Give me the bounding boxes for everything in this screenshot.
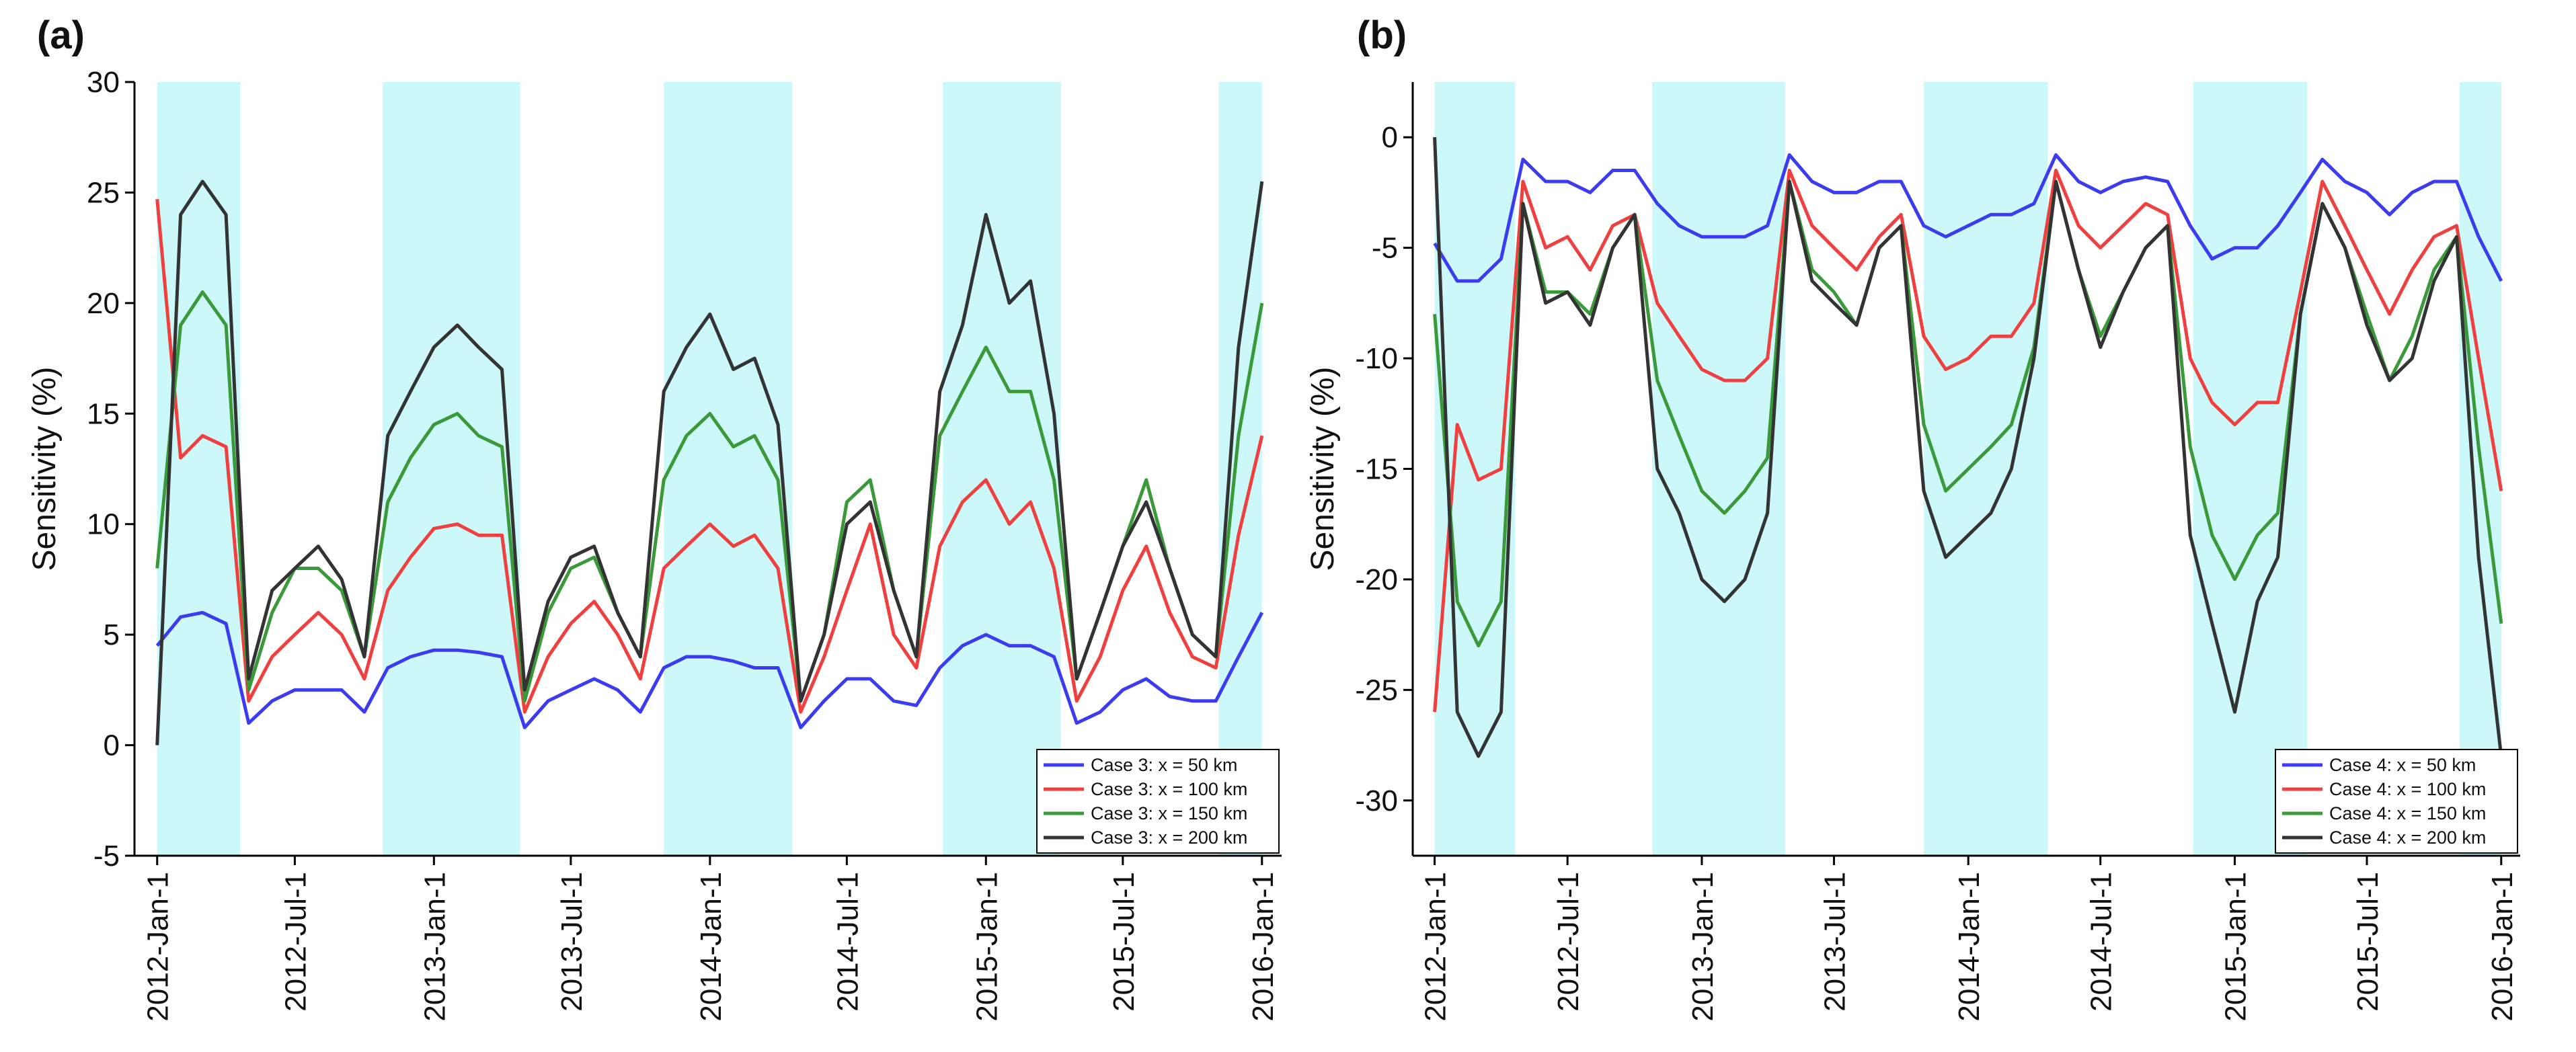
legend-label: Case 3: x = 50 km [1091, 755, 1237, 775]
legend-label: Case 3: x = 100 km [1091, 779, 1247, 799]
x-tick-label: 2012-Jul-1 [279, 872, 312, 1012]
y-tick-label: 10 [87, 508, 120, 541]
x-tick-label: 2012-Jan-1 [1419, 872, 1452, 1022]
y-tick-label: -30 [1355, 784, 1398, 817]
panel-label: (b) [1357, 13, 1407, 57]
shaded-period [1652, 82, 1785, 856]
legend-label: Case 3: x = 150 km [1091, 803, 1247, 823]
x-tick-label: 2013-Jul-1 [555, 872, 588, 1012]
x-tick-label: 2014-Jul-1 [2085, 872, 2118, 1012]
series-line [155, 179, 1264, 745]
chart-panel: -30 -25 -20 -15 -10 -5 0 2012-Jan-1 2012-Jul-1 20… [1305, 13, 2520, 1022]
x-tick-label: 2012-Jul-1 [1552, 872, 1585, 1012]
y-axis-label: Sensitivity (%) [1305, 366, 1341, 571]
legend: Case 3: x = 50 km Case 3: x = 100 km Case … [1036, 749, 1280, 854]
series-line [1433, 169, 2503, 713]
x-tick-label: 2015-Jan-1 [2219, 872, 2252, 1022]
x-tick-label: 2014-Jan-1 [1953, 872, 1986, 1022]
legend: Case 4: x = 50 km Case 4: x = 100 km Case … [2275, 749, 2518, 854]
legend-box [1036, 749, 1280, 854]
y-tick-label: 25 [87, 176, 120, 209]
x-tick-label: 2013-Jul-1 [1818, 872, 1851, 1012]
legend-box [2275, 749, 2518, 854]
x-tick-label: 2015-Jul-1 [1107, 872, 1140, 1012]
series-line [155, 610, 1264, 729]
y-tick-label: -5 [93, 840, 120, 873]
y-tick-label: -5 [1372, 232, 1398, 265]
y-tick-label: -15 [1355, 453, 1398, 486]
x-tick-label: 2013-Jan-1 [418, 872, 451, 1022]
y-tick-label: 5 [104, 618, 120, 651]
series-line [1433, 153, 2503, 283]
shaded-period [2193, 82, 2307, 856]
y-tick-label: 15 [87, 397, 120, 430]
y-axis-label: Sensitivity (%) [27, 366, 63, 571]
shaded-period [943, 82, 1061, 856]
y-tick-label: 30 [87, 66, 120, 99]
legend-label: Case 4: x = 100 km [2329, 779, 2486, 799]
legend-label: Case 4: x = 150 km [2329, 803, 2486, 823]
x-tick-label: 2015-Jan-1 [970, 872, 1003, 1022]
x-tick-label: 2014-Jul-1 [831, 872, 864, 1012]
series-line [1433, 137, 2503, 758]
x-tick-label: 2016-Jan-1 [2486, 872, 2519, 1022]
x-tick-label: 2014-Jan-1 [695, 872, 728, 1022]
y-tick-label: 0 [1382, 121, 1398, 154]
shaded-period [1923, 82, 2048, 856]
legend-label: Case 4: x = 50 km [2329, 755, 2476, 775]
chart-panel: -5 0 5 10 15 20 25 30 2012-Jan-1 2012-Jul-1 2013-J… [27, 13, 1282, 1022]
y-tick-label: -20 [1355, 563, 1398, 596]
y-tick-label: -10 [1355, 342, 1398, 375]
series-line [155, 199, 1264, 714]
legend-label: Case 4: x = 200 km [2329, 827, 2486, 848]
x-tick-label: 2013-Jan-1 [1686, 872, 1719, 1022]
x-tick-label: 2012-Jan-1 [142, 872, 175, 1022]
x-tick-label: 2015-Jul-1 [2351, 872, 2384, 1012]
y-tick-label: 20 [87, 287, 120, 320]
y-tick-label: -25 [1355, 674, 1398, 706]
y-tick-label: 0 [104, 729, 120, 762]
legend-label: Case 3: x = 200 km [1091, 827, 1247, 848]
x-tick-label: 2016-Jan-1 [1247, 872, 1280, 1022]
panel-label: (a) [37, 13, 85, 57]
